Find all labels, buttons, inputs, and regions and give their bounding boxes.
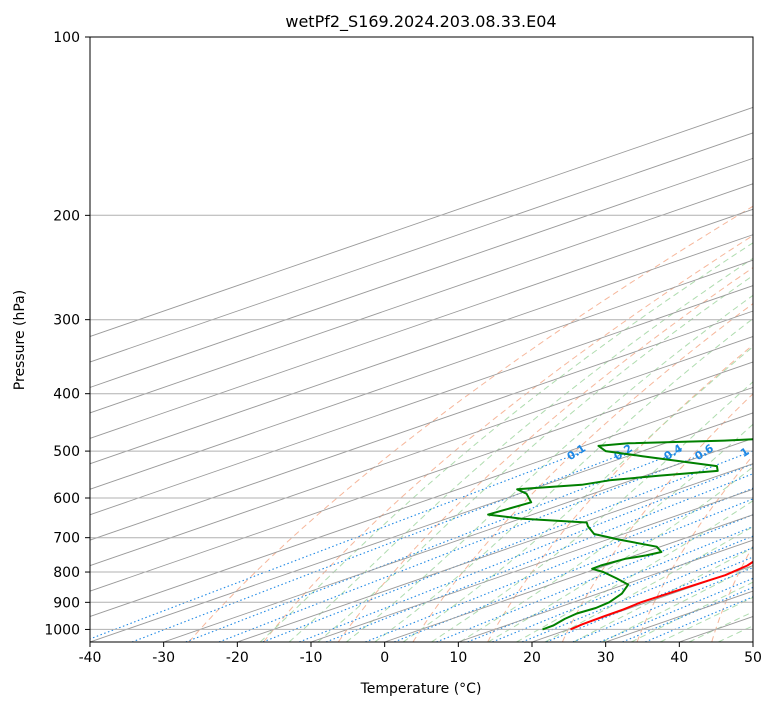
mixing-ratio-line	[185, 450, 681, 642]
x-tick-label: 40	[670, 650, 688, 666]
plot-area: 0.10.20.40.611.52346810131620253036-100-…	[90, 37, 753, 642]
isotherm-line	[384, 514, 753, 642]
x-tick-label: 20	[523, 650, 541, 666]
mixing-ratio-line	[572, 566, 753, 642]
isotherm-line	[310, 488, 753, 642]
isotherm-line	[90, 183, 753, 414]
chart-title: wetPf2_S169.2024.203.08.33.E04	[285, 12, 556, 32]
mixing-ratio-line	[298, 463, 753, 642]
isotherm-line	[90, 336, 753, 567]
x-tick-label: 50	[744, 650, 762, 666]
mixing-ratio-line	[262, 450, 753, 642]
moist-adiabat-line	[459, 423, 753, 642]
x-axis-label: Temperature (°C)	[360, 681, 482, 697]
mixing-ratio-line	[436, 514, 753, 642]
x-tick-label: 30	[597, 650, 615, 666]
x-tick-label: -30	[152, 650, 175, 666]
isotherm-line	[90, 208, 753, 439]
mixing-ratio-line	[622, 586, 753, 642]
mixing-ratio-line	[218, 450, 712, 642]
dry-adiabat-line	[188, 205, 753, 642]
x-tick-label: 0	[380, 650, 389, 666]
y-tick-label: 600	[53, 491, 80, 507]
isotherm-line	[163, 437, 753, 642]
moist-adiabat-line	[288, 257, 753, 642]
x-tick-label: 10	[449, 650, 467, 666]
moist-adiabat-line	[630, 581, 753, 642]
moist-adiabat-line	[516, 500, 753, 642]
isotherm-line	[90, 234, 753, 465]
y-tick-label: 100	[53, 30, 80, 46]
y-tick-label: 800	[53, 565, 80, 581]
x-tick-label: -40	[79, 650, 102, 666]
dry-adiabat-line	[337, 266, 753, 642]
dry-adiabat-line	[263, 234, 753, 642]
isobars	[90, 37, 753, 630]
moist-adiabat-line	[317, 274, 753, 642]
isotherm-line	[90, 259, 753, 490]
isotherm-line	[90, 386, 753, 618]
moist-adiabat-line	[402, 346, 753, 642]
y-tick-label: 200	[53, 208, 80, 224]
temperature-profile-line	[570, 560, 753, 631]
mixing-ratio-line	[467, 525, 753, 642]
y-axis: 100 200 300 400 500 600 700 800 900 1000	[44, 30, 90, 638]
x-axis: -40 -30 -20 -10 0 10 20 30 40 50	[79, 642, 762, 666]
isotherm-line	[90, 157, 753, 388]
mixing-ratio-line	[599, 577, 753, 642]
moist-adiabats	[259, 242, 753, 642]
isotherm-line	[458, 539, 753, 642]
isotherm-line	[90, 106, 753, 337]
moist-adiabat-line	[345, 294, 753, 642]
isotherm-line	[90, 285, 753, 516]
y-tick-label: 1000	[44, 622, 80, 638]
y-tick-label: 400	[53, 387, 80, 403]
moist-adiabat-line	[487, 466, 753, 642]
moist-adiabat-line	[259, 242, 753, 642]
sounding-series	[487, 438, 753, 631]
dry-adiabat-line	[487, 344, 753, 642]
mixing-ratio-line	[325, 473, 753, 642]
moist-adiabat-line	[431, 381, 753, 642]
dewpoint-profile-line	[487, 438, 753, 631]
isotherm-line	[90, 361, 753, 592]
mixing-ratio-line	[644, 596, 753, 642]
plot-frame	[89, 36, 754, 643]
y-tick-label: 500	[53, 444, 80, 460]
isotherm-line	[90, 310, 753, 541]
y-tick-label: 900	[53, 595, 80, 611]
y-axis-label: Pressure (hPa)	[12, 290, 28, 390]
x-tick-label: -20	[226, 650, 249, 666]
moist-adiabat-line	[602, 565, 753, 642]
isotherms	[90, 106, 753, 642]
x-tick-label: -10	[300, 650, 323, 666]
isotherm-line	[237, 463, 753, 642]
y-tick-label: 700	[53, 531, 80, 547]
y-tick-label: 300	[53, 313, 80, 329]
isotherm-line	[90, 132, 753, 363]
isotherm-line	[90, 412, 753, 642]
